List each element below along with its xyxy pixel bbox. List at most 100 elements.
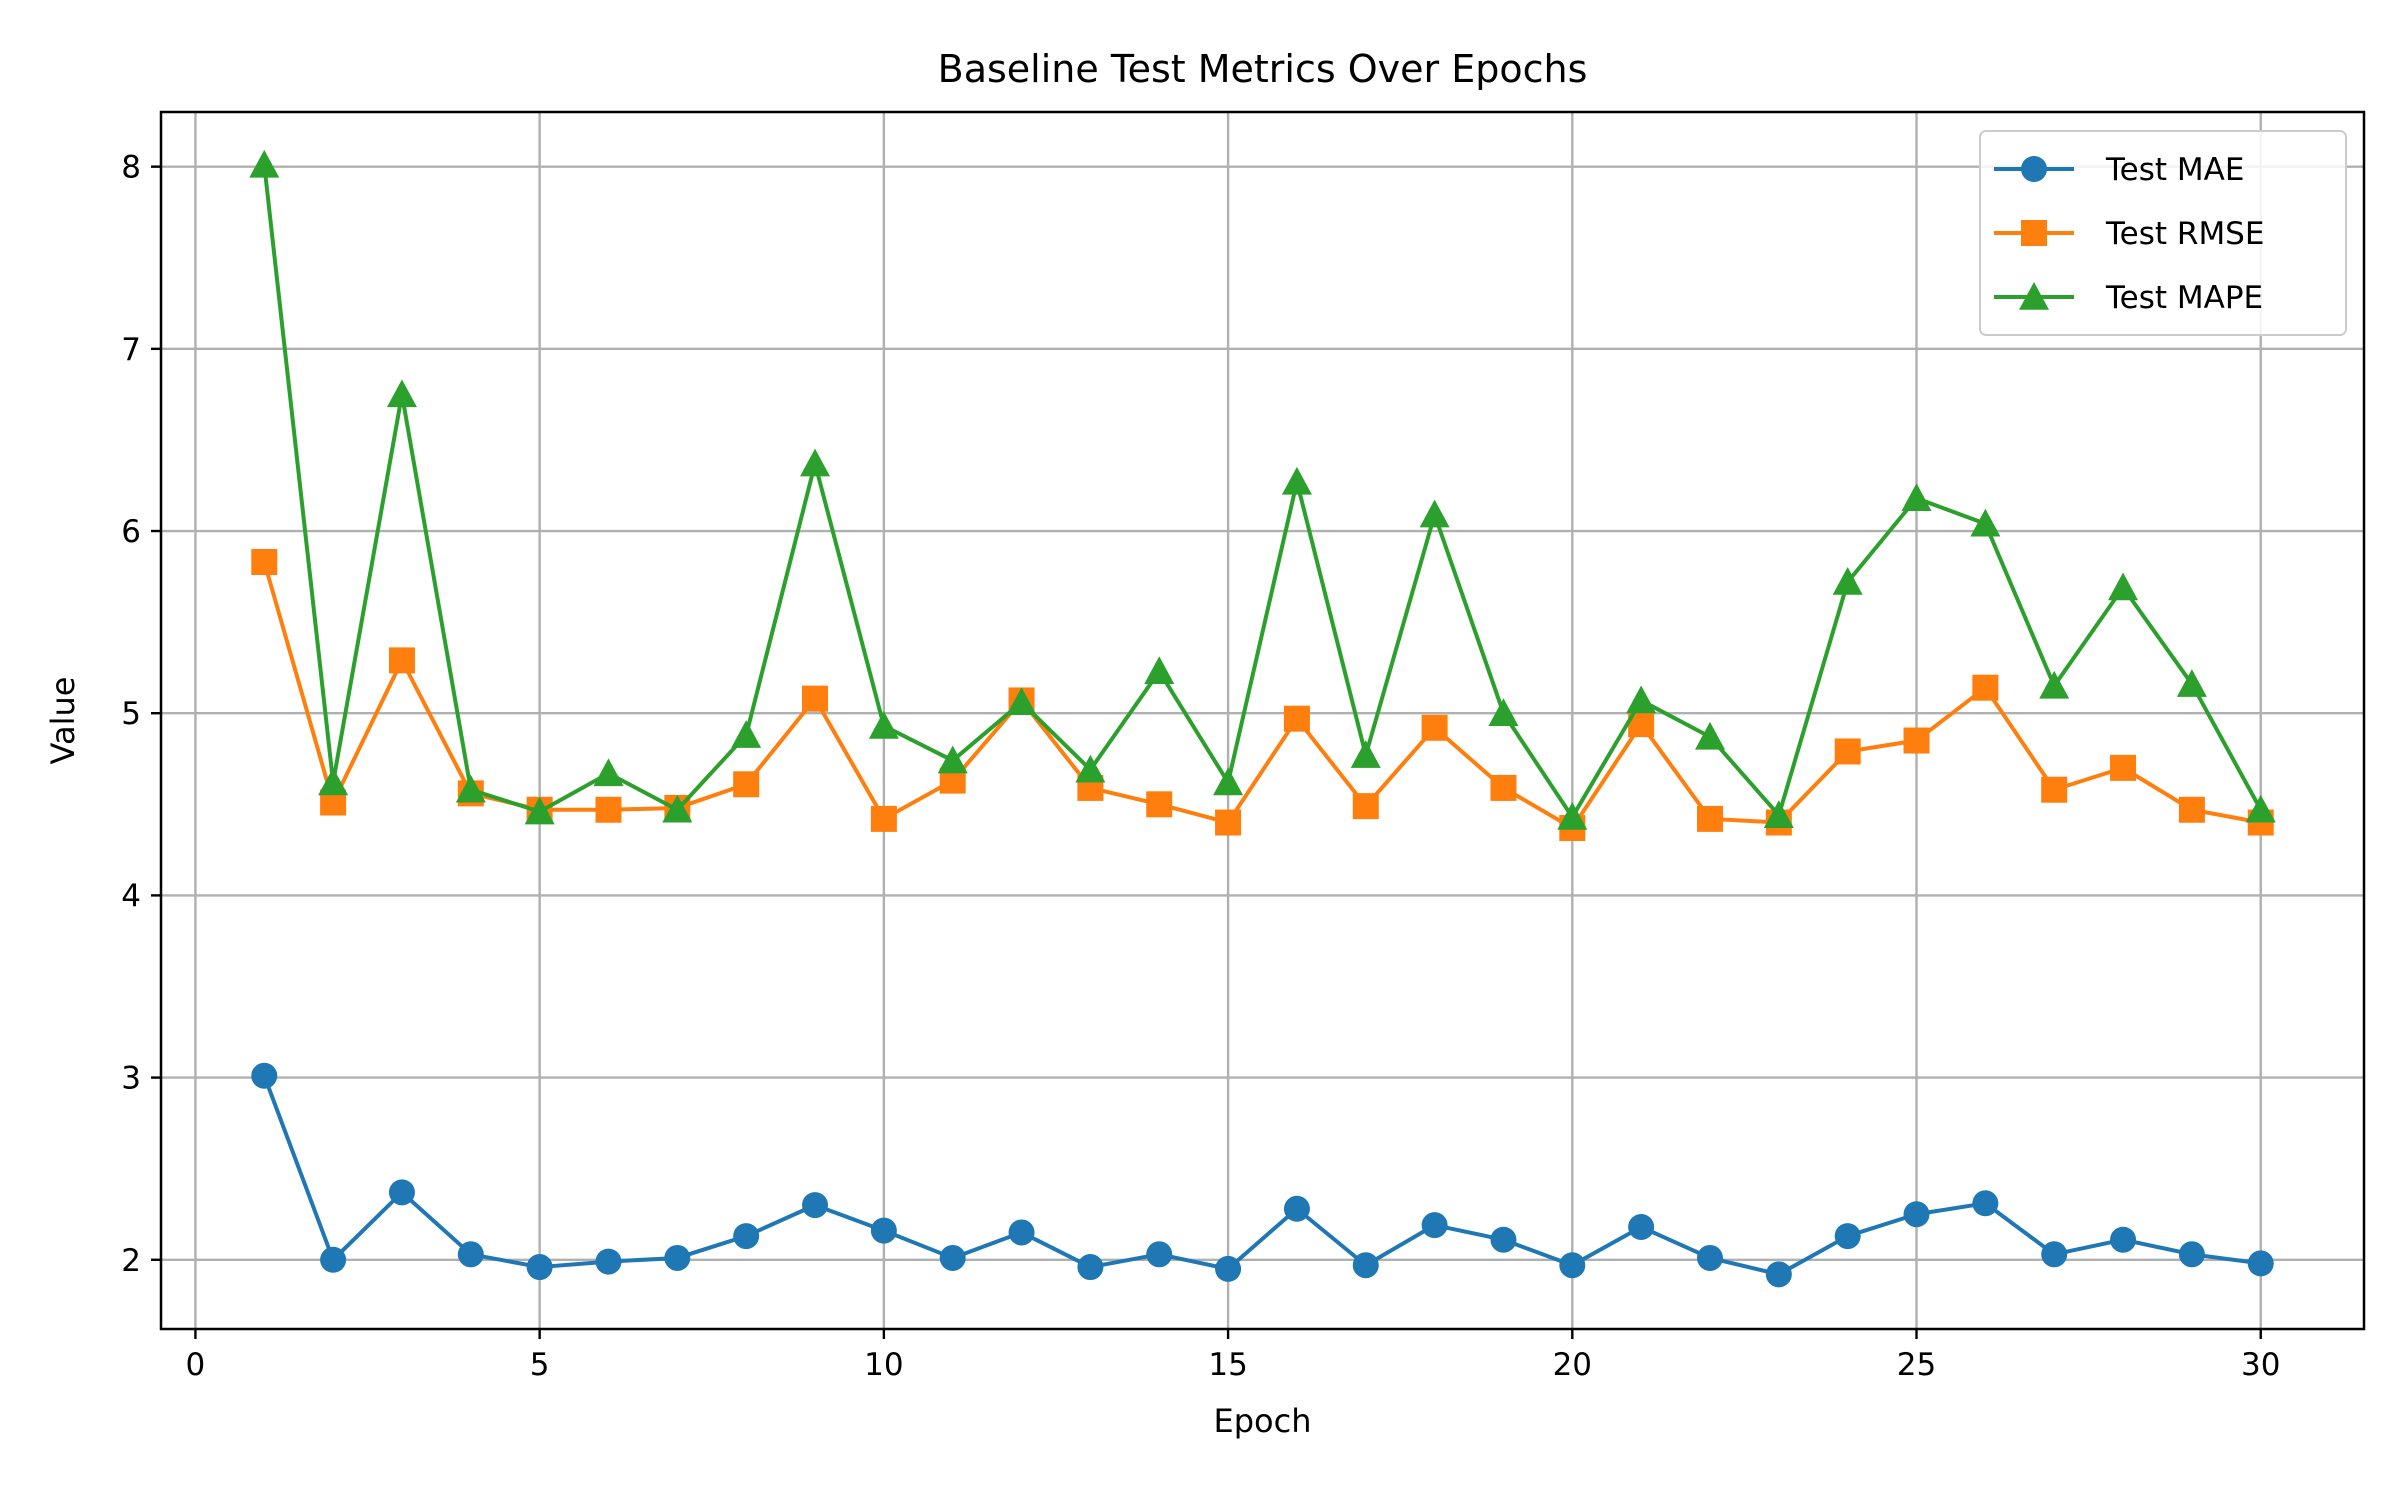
test-mape-point <box>1970 508 2001 537</box>
test-rmse-point <box>2178 796 2205 823</box>
x-tick-label: 15 <box>1208 1347 1247 1383</box>
test-mae-point <box>1559 1252 1586 1279</box>
test-mae-point <box>1696 1244 1723 1271</box>
test-mape-point <box>731 720 762 748</box>
test-mape-point <box>2039 670 2070 699</box>
legend-label: Test RMSE <box>2105 216 2264 252</box>
test-mae-point <box>320 1246 347 1273</box>
test-rmse-point <box>388 647 415 674</box>
test-mape-point <box>2245 794 2276 823</box>
plot-frame <box>159 110 2366 1331</box>
test-mape-point <box>1213 767 1244 796</box>
legend-swatch-marker <box>2021 220 2047 246</box>
legend-box <box>1979 130 2347 336</box>
series-layer <box>249 149 2276 1288</box>
legend: Test MAE Test RMSE Test MAPE <box>1979 130 2347 336</box>
test-mape-point <box>937 745 968 774</box>
series-test-mape <box>249 149 2276 830</box>
test-mae-point <box>1972 1190 1999 1217</box>
legend-entry-test-mape: Test MAPE <box>1994 280 2263 316</box>
test-mae-point <box>802 1192 829 1219</box>
test-mae-point <box>526 1254 553 1281</box>
test-mape-point <box>1901 483 1932 511</box>
test-mape-point <box>662 794 693 823</box>
test-mape-point <box>800 448 831 477</box>
test-mape-point <box>868 710 899 739</box>
legend-swatch-marker <box>2019 282 2049 310</box>
test-mae-point <box>1352 1252 1379 1279</box>
y-tick-label: 6 <box>121 514 141 550</box>
test-rmse-point <box>1696 805 1723 832</box>
test-mae-point <box>1146 1241 1173 1268</box>
legend-swatch-marker <box>2021 156 2047 182</box>
test-mape-point <box>318 767 349 796</box>
test-rmse-point <box>1146 791 1173 818</box>
test-mae-point <box>2110 1226 2137 1253</box>
test-mae-point <box>1765 1261 1792 1288</box>
chart-title: Baseline Test Metrics Over Epochs <box>938 47 1588 91</box>
test-mape-point <box>524 796 555 825</box>
test-mae-point <box>664 1244 691 1271</box>
test-mape-point <box>2176 669 2207 697</box>
test-mape-point <box>249 149 280 178</box>
test-mape-point <box>1557 802 1588 830</box>
test-rmse-point <box>595 796 622 823</box>
x-tick-label: 10 <box>864 1347 903 1383</box>
x-tick-label: 25 <box>1897 1347 1936 1383</box>
test-mae-point <box>457 1241 484 1268</box>
test-mape-point <box>455 774 486 803</box>
test-mae-point <box>1628 1213 1655 1240</box>
test-rmse-point <box>870 805 897 832</box>
y-tick-label: 4 <box>121 878 141 914</box>
test-mape-point <box>386 379 417 408</box>
y-tick-label: 8 <box>121 150 141 186</box>
test-mae-point <box>870 1217 897 1244</box>
legend-entry-test-mae: Test MAE <box>1994 152 2244 188</box>
legend-entry-test-rmse: Test RMSE <box>1994 216 2264 252</box>
legend-label: Test MAE <box>2105 152 2244 188</box>
test-mape-point <box>1763 800 1794 828</box>
y-tick-label: 3 <box>121 1061 141 1097</box>
y-axis-label: Value <box>44 677 82 765</box>
y-tick-label: 2 <box>121 1243 141 1279</box>
test-rmse-point <box>802 685 829 712</box>
test-mape-point <box>1350 740 1381 768</box>
series-test-rmse <box>251 548 2274 841</box>
test-mae-point <box>2247 1250 2274 1277</box>
test-rmse-point <box>1972 674 1999 701</box>
y-tick-label: 7 <box>121 332 141 368</box>
x-tick-label: 20 <box>1553 1347 1592 1383</box>
test-mape-point <box>1626 685 1657 714</box>
test-rmse-point <box>1421 714 1448 741</box>
test-mape-point <box>1281 466 1312 495</box>
test-mape-point <box>2108 572 2139 601</box>
test-mae-point <box>1421 1212 1448 1239</box>
test-mae-point <box>1490 1226 1517 1253</box>
test-mape-point <box>1006 687 1037 716</box>
test-mae-point <box>1283 1195 1310 1222</box>
test-mae-point <box>733 1223 760 1250</box>
legend-label: Test MAPE <box>2105 280 2263 316</box>
test-mape-point <box>1832 567 1863 595</box>
test-rmse-point <box>1352 793 1379 820</box>
y-tick-label: 5 <box>121 696 141 732</box>
test-mae-point <box>1903 1201 1930 1228</box>
test-rmse-point <box>2110 754 2137 781</box>
test-mae-point <box>2041 1241 2068 1268</box>
test-mape-point <box>1694 721 1725 750</box>
test-mape-point <box>1419 499 1450 528</box>
test-rmse-point <box>1903 727 1930 754</box>
test-rmse-point <box>1490 774 1517 801</box>
test-rmse-point <box>1834 738 1861 765</box>
test-mae-point <box>939 1244 966 1271</box>
test-rmse-point <box>733 771 760 798</box>
test-rmse-point <box>2041 776 2068 803</box>
x-tick-label: 5 <box>530 1347 550 1383</box>
test-mae-point <box>1834 1223 1861 1250</box>
test-mae-point <box>2178 1241 2205 1268</box>
test-mae-point <box>1077 1254 1104 1281</box>
test-rmse-point <box>251 548 278 575</box>
test-mae-point <box>251 1062 278 1089</box>
x-tick-label: 0 <box>186 1347 206 1383</box>
